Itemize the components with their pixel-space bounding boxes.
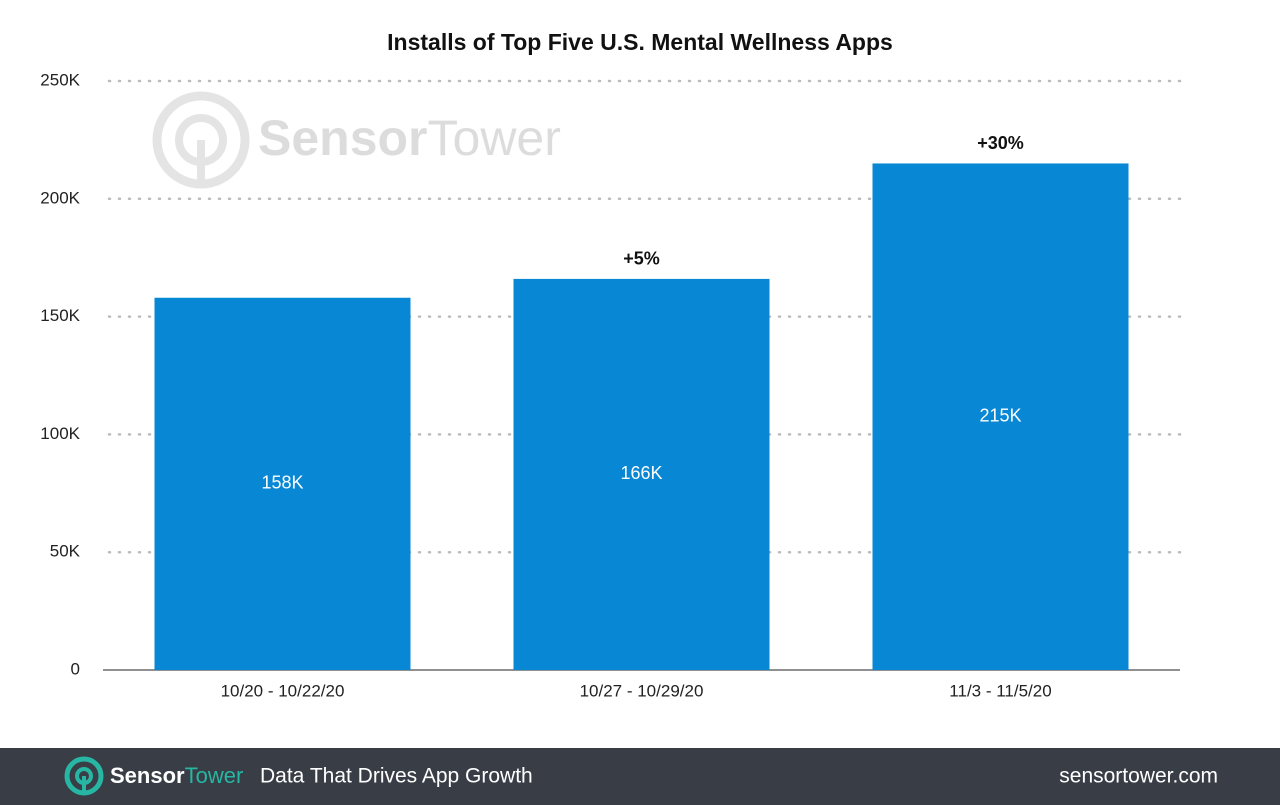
y-tick-label: 200K xyxy=(40,188,80,207)
bar xyxy=(872,163,1129,670)
footer-logo xyxy=(82,776,86,793)
chart-title: Installs of Top Five U.S. Mental Wellnes… xyxy=(387,29,893,55)
bar xyxy=(154,297,411,670)
footer-brand-part: Tower xyxy=(185,763,244,788)
footer-tagline: Data That Drives App Growth xyxy=(260,765,533,788)
value-label: 166K xyxy=(620,463,662,483)
value-label: 215K xyxy=(979,405,1021,425)
watermark-logo xyxy=(152,91,250,189)
footer-brand: SensorTower xyxy=(110,763,243,788)
x-tick-label: 11/3 - 11/5/20 xyxy=(949,681,1051,700)
footer xyxy=(0,748,1280,805)
watermark-part: Tower xyxy=(428,110,561,166)
y-tick-label: 100K xyxy=(40,424,80,443)
x-tick-label: 10/27 - 10/29/20 xyxy=(580,681,704,700)
annotation: +30% xyxy=(977,133,1024,153)
value-label: 158K xyxy=(261,473,303,493)
watermark-part: Sensor xyxy=(258,110,428,166)
footer-url: sensortower.com xyxy=(1059,765,1218,788)
watermark: SensorTower xyxy=(152,91,561,189)
x-tick-label: 10/20 - 10/22/20 xyxy=(221,681,345,700)
bar xyxy=(513,278,770,670)
watermark-logo xyxy=(197,140,205,184)
y-tick-label: 0 xyxy=(71,659,80,678)
y-tick-label: 50K xyxy=(50,542,81,561)
y-tick-label: 250K xyxy=(40,70,80,89)
y-tick-label: 150K xyxy=(40,306,80,325)
watermark-text: SensorTower xyxy=(258,110,561,166)
footer-brand-part: Sensor xyxy=(110,763,185,788)
watermark-logo xyxy=(175,114,227,166)
annotation: +5% xyxy=(623,249,660,269)
